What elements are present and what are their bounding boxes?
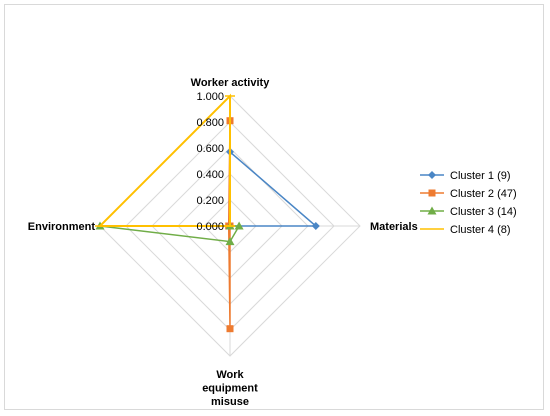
- legend-marker-1: [428, 171, 436, 179]
- series-1: [226, 147, 320, 230]
- legend-item-1: Cluster 1 (9): [420, 170, 511, 182]
- legend-marker-3: [427, 206, 437, 215]
- radar-series: [95, 93, 320, 333]
- axis-label-0-line-0: Worker activity: [191, 77, 271, 89]
- radar-axis-labels: Worker activity Materials Work equipment mis…: [28, 77, 418, 408]
- series-2-point-2: [226, 325, 234, 333]
- series-3-point-1: [234, 221, 244, 230]
- axis-label-3-line-0: Environment: [28, 221, 96, 233]
- series-1-point-1: [311, 222, 320, 230]
- radar-tick-labels: 0.000 0.200 0.400 0.600 0.800 1.000: [196, 91, 224, 233]
- axis-label-0: Worker activity: [191, 77, 271, 89]
- tick-label-4: 0.800: [196, 117, 224, 129]
- legend-label-3: Cluster 3 (14): [450, 206, 517, 218]
- legend-marker-2: [428, 189, 436, 197]
- series-line-4: [97, 93, 231, 227]
- tick-label-1: 0.200: [196, 195, 224, 207]
- axis-label-2-line-0: Work: [216, 369, 244, 381]
- axis-label-3: Environment: [28, 221, 96, 233]
- series-line-1: [229, 150, 318, 227]
- tick-label-2: 0.400: [196, 169, 224, 181]
- legend-label-4: Cluster 4 (8): [450, 224, 511, 236]
- axis-label-1-line-0: Materials: [370, 221, 418, 233]
- series-3-point-2: [225, 237, 235, 246]
- axis-label-2: Work equipment misuse: [202, 369, 258, 408]
- legend-item-4: Cluster 4 (8): [420, 224, 511, 236]
- axis-label-2-line-1: equipment: [202, 383, 258, 395]
- axis-label-1: Materials: [370, 221, 418, 233]
- tick-label-5: 1.000: [196, 91, 224, 103]
- legend: Cluster 1 (9) Cluster 2 (47) Cluster 3 (14…: [420, 170, 517, 236]
- series-4: [95, 93, 235, 227]
- chart-frame: [4, 4, 544, 410]
- legend-item-2: Cluster 2 (47): [420, 188, 517, 200]
- legend-label-1: Cluster 1 (9): [450, 170, 511, 182]
- legend-label-2: Cluster 2 (47): [450, 188, 517, 200]
- tick-label-0: 0.000: [196, 221, 224, 233]
- legend-item-3: Cluster 3 (14): [420, 206, 517, 218]
- tick-label-3: 0.600: [196, 143, 224, 155]
- axis-label-2-line-2: misuse: [211, 396, 249, 408]
